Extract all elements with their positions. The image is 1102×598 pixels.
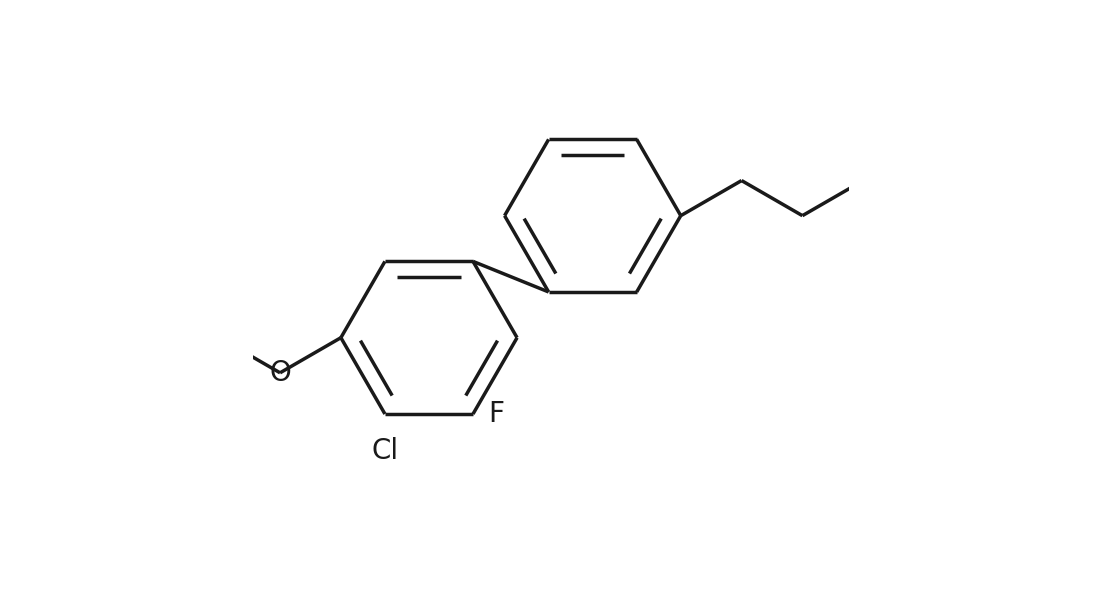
Text: Cl: Cl — [371, 437, 399, 465]
Text: F: F — [488, 400, 504, 428]
Text: O: O — [269, 359, 291, 387]
